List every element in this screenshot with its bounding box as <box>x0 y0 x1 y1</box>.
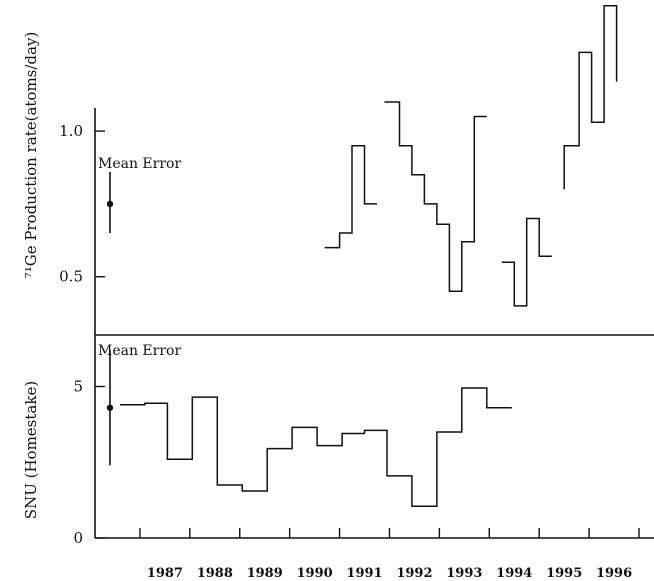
bottom-y-tick-label: 0 <box>73 529 83 547</box>
x-tick-label-1987: 1987 <box>147 566 183 581</box>
ge-production-series-3 <box>501 217 552 307</box>
ge-production-series-2 <box>384 101 487 293</box>
bottom-panel-y-axis-title: SNU (Homestake) <box>22 381 40 519</box>
top-panel-ticks: 0.5 1.0 <box>59 122 105 286</box>
top-panel-series <box>324 5 618 307</box>
x-axis-ticks: 1987 1988 1989 1990 1991 1992 1993 1994 1995 1996 <box>139 528 640 581</box>
top-y-tick-label: 0.5 <box>59 268 83 286</box>
bottom-mean-error-label: Mean Error <box>98 343 181 359</box>
ge-production-series-1 <box>324 144 377 249</box>
x-tick-label-1990: 1990 <box>297 566 333 581</box>
bottom-mean-error-point <box>106 404 114 411</box>
bottom-y-tick-label: 5 <box>73 378 83 396</box>
bottom-panel-ticks: 05 <box>73 378 105 547</box>
x-tick-label-1988: 1988 <box>197 566 233 581</box>
top-mean-error-label: Mean Error <box>98 156 181 172</box>
x-tick-label-1993: 1993 <box>446 566 482 581</box>
x-tick-label-1995: 1995 <box>546 566 582 581</box>
top-y-tick-label: 1.0 <box>59 122 83 140</box>
top-mean-error-point <box>106 200 114 208</box>
ge-production-series-4 <box>563 5 618 190</box>
x-tick-label-1992: 1992 <box>396 566 432 581</box>
x-tick-label-1991: 1991 <box>346 566 382 581</box>
x-tick-label-1996: 1996 <box>596 566 632 581</box>
top-panel-y-axis-title: ⁷¹Ge Production rate(atoms/day) <box>22 32 40 279</box>
x-tick-label-1989: 1989 <box>247 566 283 581</box>
x-tick-label-1994: 1994 <box>496 566 532 581</box>
bottom-panel-series <box>120 387 512 507</box>
homestake-snu-series-1 <box>120 387 512 507</box>
mean-error-markers <box>106 171 114 466</box>
